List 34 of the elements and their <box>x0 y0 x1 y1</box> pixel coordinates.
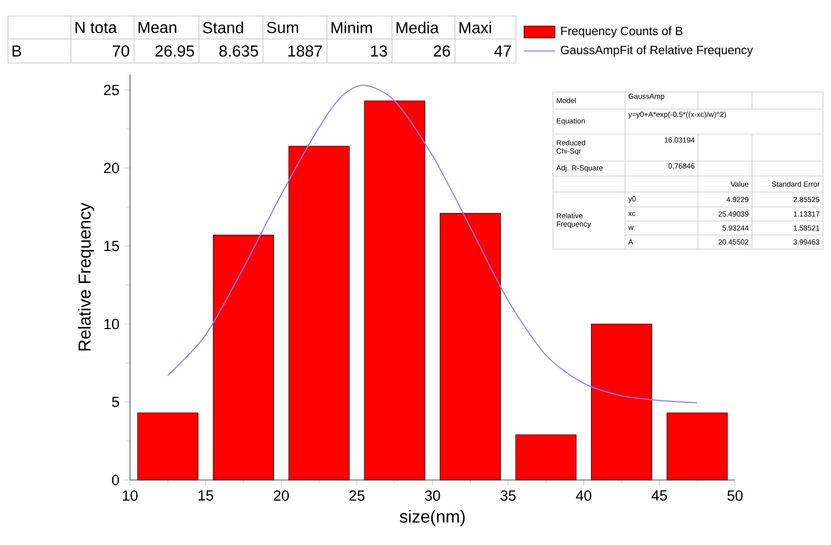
legend-label: GaussAmpFit of Relative Frequency <box>560 45 753 57</box>
y-tick-label: 5 <box>112 396 119 408</box>
text: N tota <box>76 22 117 34</box>
legend-label: Frequency Counts of B <box>561 26 682 38</box>
y-axis-title: Relative Frequency <box>78 202 94 350</box>
x-tick-label: 20 <box>274 490 289 501</box>
x-tick-label: 40 <box>576 490 592 501</box>
y-tick-label: 15 <box>104 240 119 252</box>
text: 8.635 <box>219 45 258 57</box>
x-tick-label: 35 <box>500 490 516 501</box>
y-tick-label: 10 <box>104 318 120 330</box>
y-tick-label: 20 <box>104 162 120 174</box>
text: 26 <box>434 45 450 57</box>
text: Sum <box>267 22 298 34</box>
text: Mean <box>138 22 176 34</box>
x-tick-label: 45 <box>652 490 667 501</box>
text: 70 <box>112 45 130 57</box>
text: 1887 <box>288 45 322 57</box>
y-tick-label: 0 <box>112 474 120 486</box>
y-tick-label: 25 <box>104 84 119 96</box>
text: 13 <box>371 45 388 57</box>
x-tick-label: 10 <box>122 490 138 501</box>
x-tick-label: 15 <box>198 490 214 501</box>
x-tick-label: 50 <box>727 490 743 501</box>
text: B <box>12 45 22 56</box>
x-tick-label: 25 <box>349 490 364 501</box>
text: Minim <box>332 22 372 34</box>
text: 47 <box>494 45 511 56</box>
x-axis-title: size(nm) <box>400 510 465 526</box>
text: 26.95 <box>156 45 194 57</box>
text: Stand <box>203 22 244 34</box>
x-tick-label: 30 <box>424 490 440 501</box>
text: Maxi <box>460 22 491 34</box>
text: Media <box>396 22 439 34</box>
